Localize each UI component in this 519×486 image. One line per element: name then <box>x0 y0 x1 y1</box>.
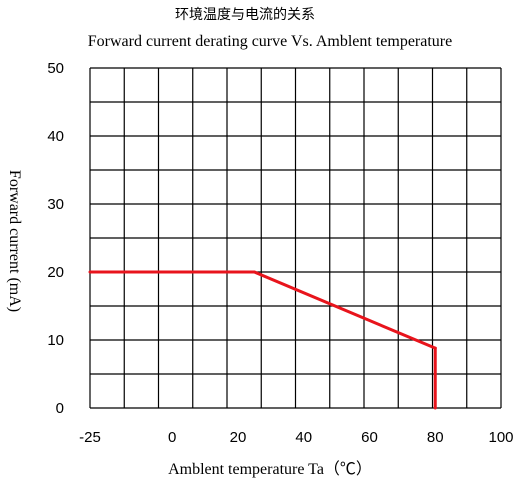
y-tick-labels: 0 10 20 30 40 50 <box>47 60 64 417</box>
chart-subtitle: Forward current derating curve Vs. Amble… <box>88 33 452 50</box>
series-point <box>88 270 92 274</box>
x-tick-label: 60 <box>361 429 378 446</box>
series-point <box>433 346 437 350</box>
x-tick-labels: -25 0 20 40 60 80 100 <box>79 429 513 446</box>
series-line <box>90 270 437 408</box>
x-tick-label: 0 <box>168 429 176 446</box>
x-tick-label: 20 <box>230 429 247 446</box>
x-axis-label: Amblent temperature Ta（℃） <box>168 460 372 478</box>
chart-title: 环境温度与电流的关系 <box>175 7 315 23</box>
y-tick-label: 10 <box>47 332 64 349</box>
y-tick-label: 50 <box>47 60 64 77</box>
series-layer <box>88 270 437 410</box>
y-tick-label: 0 <box>56 400 64 417</box>
y-tick-label: 20 <box>47 264 64 281</box>
x-tick-label: 100 <box>488 429 513 446</box>
y-axis-label: Forward current (mA) <box>6 170 23 312</box>
y-tick-label: 40 <box>47 128 64 145</box>
y-tick-label: 30 <box>47 196 64 213</box>
x-tick-label: 80 <box>427 429 444 446</box>
x-tick-label: 40 <box>295 429 312 446</box>
series-point <box>433 406 437 410</box>
grid <box>89 67 502 409</box>
series-point <box>252 270 256 274</box>
x-tick-label: -25 <box>79 429 101 446</box>
